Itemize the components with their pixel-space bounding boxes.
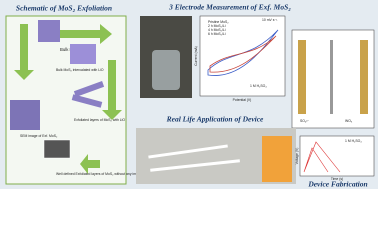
step-label: Well defined Exfoliated layers of MoS₂ w… (56, 172, 147, 176)
electrolyte: 1 M H₂SO₄ (250, 84, 267, 88)
lamp (262, 136, 292, 182)
legend-entry: Pristine MoS₂ (208, 20, 229, 24)
step-label: Bulk MoS₂ intercalated with LiO (56, 68, 104, 72)
layer (73, 81, 105, 97)
ion-label: SO₄²⁻ (300, 119, 309, 123)
exfoliation-title: Schematic of MoS₂ Exfoliation (16, 4, 112, 13)
y-axis-label: Voltage (V) (295, 148, 299, 165)
gcd-curve (303, 141, 341, 173)
arrow (102, 60, 122, 120)
arrow (80, 154, 100, 174)
fabrication-title: Device Fabrication (307, 180, 367, 189)
sem-image (43, 139, 71, 159)
x-axis-label: Potential (V) (233, 98, 252, 102)
bulk-crystal (38, 20, 60, 42)
intercalated-crystal (70, 44, 96, 64)
scan-rate: 10 mV s⁻¹ (262, 18, 278, 22)
graphical-abstract: Schematic of MoS₂ Exfoliation Bulk MoS₂ … (0, 0, 378, 189)
layer (71, 94, 103, 108)
led-strip (148, 144, 228, 159)
electrolyte: 1 M H₂SO₄ (345, 139, 362, 143)
measurement-title: 3 Electrode Measurement of Exf. MoS₂ (168, 3, 291, 12)
y-axis-label: Current (mA) (194, 46, 198, 66)
gcd-plot (299, 135, 375, 177)
counter-label: WO₃ (345, 119, 353, 123)
layers-stack (10, 100, 40, 130)
legend-entry: 6 h MoS₂/Li (208, 32, 226, 36)
separator (330, 40, 333, 114)
cv-curve (209, 35, 277, 73)
cv-curve (207, 29, 279, 76)
legend-entry: 4 h MoS₂/Li (208, 28, 226, 32)
electrode (298, 40, 306, 114)
legend-entry: 2 h MoS₂/Li (208, 24, 226, 28)
arrow (60, 24, 112, 44)
arrow (14, 24, 34, 80)
beaker (152, 50, 180, 90)
application-title: Real Life Application of Device (166, 115, 264, 124)
cv-plot (199, 15, 286, 97)
led-strip (150, 159, 240, 172)
x-axis-label: Time (s) (331, 177, 343, 181)
step-label: SEM image of Exf. MoS₂ (20, 134, 58, 138)
electrode (360, 40, 368, 114)
step-label: Exfoliated layers of MoS₂ with LiO (74, 118, 125, 122)
